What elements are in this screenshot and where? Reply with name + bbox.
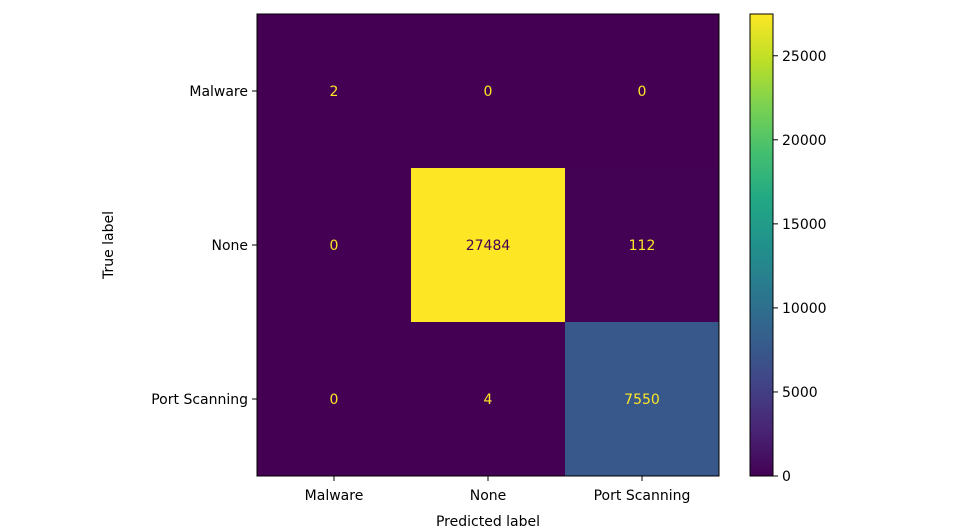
x-tick-label: Port Scanning	[594, 488, 691, 504]
cell-value-label: 27484	[466, 238, 511, 254]
colorbar-ticks: 0 5000 10000 15000 20000 25000	[773, 49, 827, 485]
cell-value-label: 112	[629, 238, 656, 254]
heatmap-cell	[565, 322, 720, 477]
heatmap-cell-labels: 2 0 0 0 27484 112 0 4 7550	[330, 84, 660, 408]
y-tick-label: Malware	[189, 84, 248, 100]
heatmap-cell	[411, 322, 566, 477]
colorbar-tick-label: 25000	[782, 49, 827, 65]
cell-value-label: 2	[330, 84, 339, 100]
y-axis-ticks: Malware None Port Scanning	[151, 84, 257, 408]
cell-value-label: 0	[638, 84, 647, 100]
y-axis-label: True label	[101, 211, 117, 280]
heatmap-cells	[257, 14, 720, 477]
colorbar-tick-label: 20000	[782, 133, 827, 149]
colorbar	[749, 13, 774, 477]
x-tick-label: None	[470, 488, 507, 504]
heatmap-cell	[565, 168, 720, 323]
cell-value-label: 4	[484, 392, 493, 408]
heatmap-cell	[565, 14, 720, 169]
cell-value-label: 0	[330, 238, 339, 254]
cell-value-label: 0	[330, 392, 339, 408]
heatmap-cell	[257, 14, 412, 169]
colorbar-tick-label: 0	[782, 469, 791, 485]
heatmap-cell	[411, 168, 566, 323]
colorbar-tick-label: 10000	[782, 301, 827, 317]
heatmap-cell	[257, 168, 412, 323]
cell-value-label: 7550	[624, 392, 660, 408]
y-tick-label: None	[211, 238, 248, 254]
y-tick-label: Port Scanning	[151, 392, 248, 408]
colorbar-tick-label: 15000	[782, 217, 827, 233]
x-axis-ticks: Malware None Port Scanning	[305, 476, 691, 504]
x-axis-label: Predicted label	[436, 514, 540, 530]
x-tick-label: Malware	[305, 488, 364, 504]
colorbar-tick-label: 5000	[782, 385, 818, 401]
heatmap-cell	[257, 322, 412, 477]
cell-value-label: 0	[484, 84, 493, 100]
heatmap-cell	[411, 14, 566, 169]
